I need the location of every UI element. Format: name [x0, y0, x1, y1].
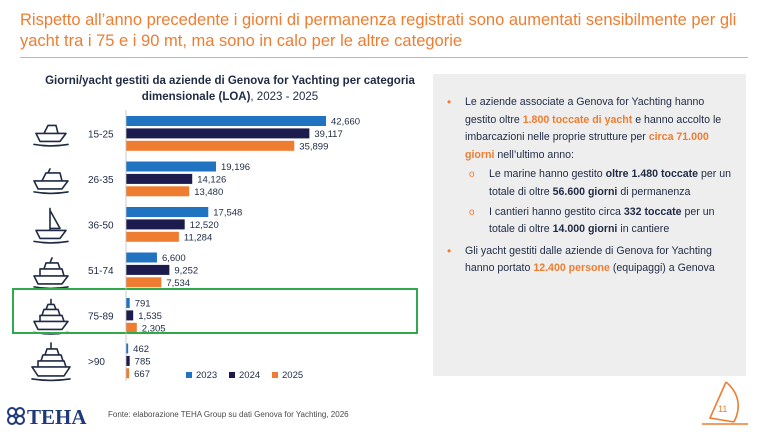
category-label: 26-35 [88, 175, 114, 186]
value-label: 785 [135, 356, 151, 367]
jet-ski-icon [33, 124, 69, 147]
bar-2024 [126, 219, 185, 230]
chart-title-main: Giorni/yacht gestiti da aziende di Genov… [45, 75, 415, 103]
legend-swatch-2024 [229, 372, 235, 378]
bar-2023 [126, 298, 130, 308]
bar-2023 [126, 116, 326, 126]
bold-marine-toccate: oltre 1.480 toccate [605, 168, 699, 181]
bullet-text: I cantieri hanno gestito circa [489, 205, 624, 218]
highlight-giorni: circa 71.000 giorni [465, 131, 709, 161]
yacht-icon [33, 257, 69, 290]
slide-headline: Rispetto all’anno precedente i giorni di… [20, 11, 737, 50]
legend-swatch-2023 [186, 372, 192, 378]
category-label: >90 [88, 357, 105, 368]
bold-cantieri-giorni: 14.000 giorni [552, 223, 618, 236]
legend-label-2023: 2023 [196, 370, 217, 381]
bar-2024 [126, 310, 134, 321]
key-facts-panel [433, 74, 746, 376]
bar-2025 [126, 140, 295, 151]
bullet-text: di permanenza [617, 185, 691, 198]
megayacht-icon [31, 342, 71, 382]
bar-2024 [126, 264, 170, 275]
bullet-text: Le marine hanno gestito [489, 168, 606, 181]
bullet-dot: • [447, 95, 452, 109]
headline-divider [20, 57, 748, 58]
legend-swatch-2025 [272, 372, 278, 378]
source-note: Fonte: elaborazione TEHA Group su dati G… [108, 410, 349, 419]
bullet-text: per un totale di oltre [489, 168, 732, 198]
key-facts-text: • Le aziende associate a Genova for Yach… [441, 94, 736, 278]
sub-bullet-cantieri: o I cantieri hanno gestito circa 332 toc… [441, 204, 736, 239]
bullet-text: Le aziende associate a Genova for Yachti… [465, 96, 705, 126]
bar-2024 [126, 173, 193, 184]
bar-2025 [126, 322, 137, 333]
bar-2023 [126, 252, 157, 263]
sailboat-icon [33, 207, 69, 244]
value-label: 35,899 [299, 141, 328, 152]
bar-2023 [126, 161, 216, 172]
sub-bullet-dot: o [469, 169, 475, 181]
category-label: 75-89 [88, 311, 114, 322]
bullet-text: (equipaggi) a Genova [609, 262, 715, 275]
value-label: 11,284 [184, 232, 212, 243]
value-label: 9,252 [174, 265, 198, 276]
page-number: 11 [718, 404, 727, 414]
category-label: 36-50 [88, 220, 114, 231]
bold-cantieri-toccate: 332 toccate [623, 205, 682, 218]
value-label: 14,126 [197, 174, 226, 185]
bullet-text: nell’ultimo anno: [494, 148, 574, 161]
category-label: 15-25 [88, 129, 114, 140]
value-label: 791 [135, 299, 151, 310]
legend-label-2024: 2024 [239, 370, 260, 381]
legend-label-2025: 2025 [282, 370, 303, 381]
sub-bullet-dot: o [469, 206, 475, 218]
motorboat-icon [33, 168, 69, 195]
bar-2023 [126, 207, 209, 217]
bullet-dot: • [447, 243, 452, 258]
highlight-box-75-89 [12, 288, 418, 334]
bar-2024 [126, 355, 130, 366]
sub-bullet-marine: o Le marine hanno gestito oltre 1.480 to… [441, 166, 736, 201]
bullet-text: Gli yacht gestiti dalle aziende di Genov… [465, 244, 712, 275]
value-label: 17,548 [213, 208, 242, 219]
bullet-toccate: • Le aziende associate a Genova for Yach… [441, 94, 736, 164]
bar-2025 [126, 277, 162, 288]
value-label: 1,535 [138, 311, 162, 322]
bar-2024 [126, 128, 310, 139]
bar-2023 [126, 343, 129, 354]
chart-title: Giorni/yacht gestiti da aziende di Genov… [40, 73, 420, 105]
value-label: 12,520 [190, 220, 219, 231]
value-label: 462 [133, 344, 149, 355]
bold-marine-giorni: 56.600 giorni [552, 185, 618, 198]
bar-2025 [126, 231, 179, 242]
value-label: 42,660 [331, 117, 360, 128]
bullet-persone: • Gli yacht gestiti dalle aziende di Gen… [441, 243, 736, 278]
highlight-toccate: 1.800 toccate di yacht [522, 113, 633, 126]
value-label: 13,480 [194, 187, 223, 198]
value-label: 667 [134, 369, 150, 380]
value-label: 19,196 [221, 162, 250, 173]
highlight-persone: 12.400 persone [533, 262, 610, 275]
page-number-badge: 11 [702, 381, 748, 425]
category-label: 51-74 [88, 266, 114, 277]
value-label: 39,117 [314, 129, 342, 140]
bullet-text: e hanno accolto le imbarcazioni nelle pr… [465, 113, 722, 144]
value-label: 7,534 [166, 278, 190, 289]
superyacht-icon [33, 298, 69, 335]
value-label: 6,600 [162, 253, 186, 264]
chart-title-years: , 2023 - 2025 [250, 91, 319, 103]
bar-2025 [126, 186, 190, 197]
logo-text: TEHA [27, 405, 87, 427]
bullet-text: per un totale di oltre [489, 205, 715, 236]
teha-logo: TEHA [7, 405, 87, 427]
value-label: 2,305 [142, 323, 166, 334]
bullet-text: in cantiere [617, 223, 670, 236]
bar-2025 [126, 368, 130, 379]
